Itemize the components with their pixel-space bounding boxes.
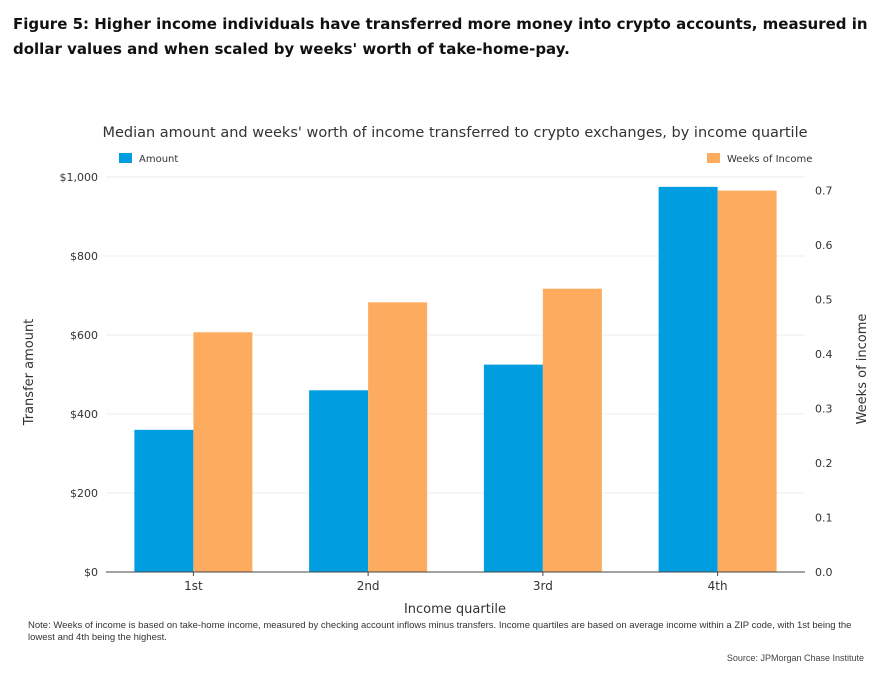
x-tick-label: 2nd [357, 579, 380, 593]
y-tick-label: $200 [70, 487, 98, 500]
legend-swatch-weeks [707, 153, 720, 163]
y2-tick-label: 0.3 [815, 403, 833, 416]
x-tick-label: 3rd [533, 579, 553, 593]
y2-axis-ticks: 0.0 0.1 0.2 0.3 0.4 0.5 0.6 0.7 [815, 185, 833, 579]
y2-tick-label: 0.4 [815, 348, 833, 361]
y-tick-label: $400 [70, 408, 98, 421]
y2-tick-label: 0.7 [815, 185, 833, 198]
y-tick-label: $600 [70, 329, 98, 342]
x-axis-label: Income quartile [404, 602, 506, 617]
y2-tick-label: 0.2 [815, 457, 833, 470]
bar-weeks-of-income [368, 302, 428, 572]
y2-tick-label: 0.0 [815, 566, 833, 579]
chart-note: Note: Weeks of income is based on take-h… [28, 620, 852, 643]
figure-title: Figure 5: Higher income individuals have… [13, 15, 868, 58]
y-axis-ticks: $0 $200 $400 $600 $800 $1,000 [60, 171, 99, 579]
bar-amount [134, 429, 194, 572]
x-tick-label: 4th [708, 579, 728, 593]
y-tick-label: $800 [70, 250, 98, 263]
y2-axis-label: Weeks of income [855, 314, 870, 425]
legend-swatch-amount [119, 153, 132, 163]
bar-amount [309, 390, 369, 572]
chart-title: Median amount and weeks' worth of income… [102, 125, 807, 141]
y-axis-label: Transfer amount [22, 319, 37, 427]
bars [134, 186, 777, 572]
y2-tick-label: 0.6 [815, 239, 833, 252]
legend-label-weeks: Weeks of Income [727, 154, 812, 165]
bar-weeks-of-income [542, 288, 602, 572]
bar-amount [658, 186, 718, 572]
y2-tick-label: 0.5 [815, 294, 833, 307]
x-tick-label: 1st [184, 579, 203, 593]
x-axis-ticks: 1st 2nd 3rd 4th [184, 572, 728, 593]
y2-tick-label: 0.1 [815, 512, 833, 525]
y-tick-label: $1,000 [60, 171, 99, 184]
y-tick-label: $0 [84, 566, 98, 579]
bar-weeks-of-income [717, 190, 777, 572]
bar-weeks-of-income [193, 332, 253, 572]
legend-label-amount: Amount [139, 154, 178, 165]
bar-amount [483, 364, 543, 572]
chart-source: Source: JPMorgan Chase Institute [726, 653, 864, 663]
